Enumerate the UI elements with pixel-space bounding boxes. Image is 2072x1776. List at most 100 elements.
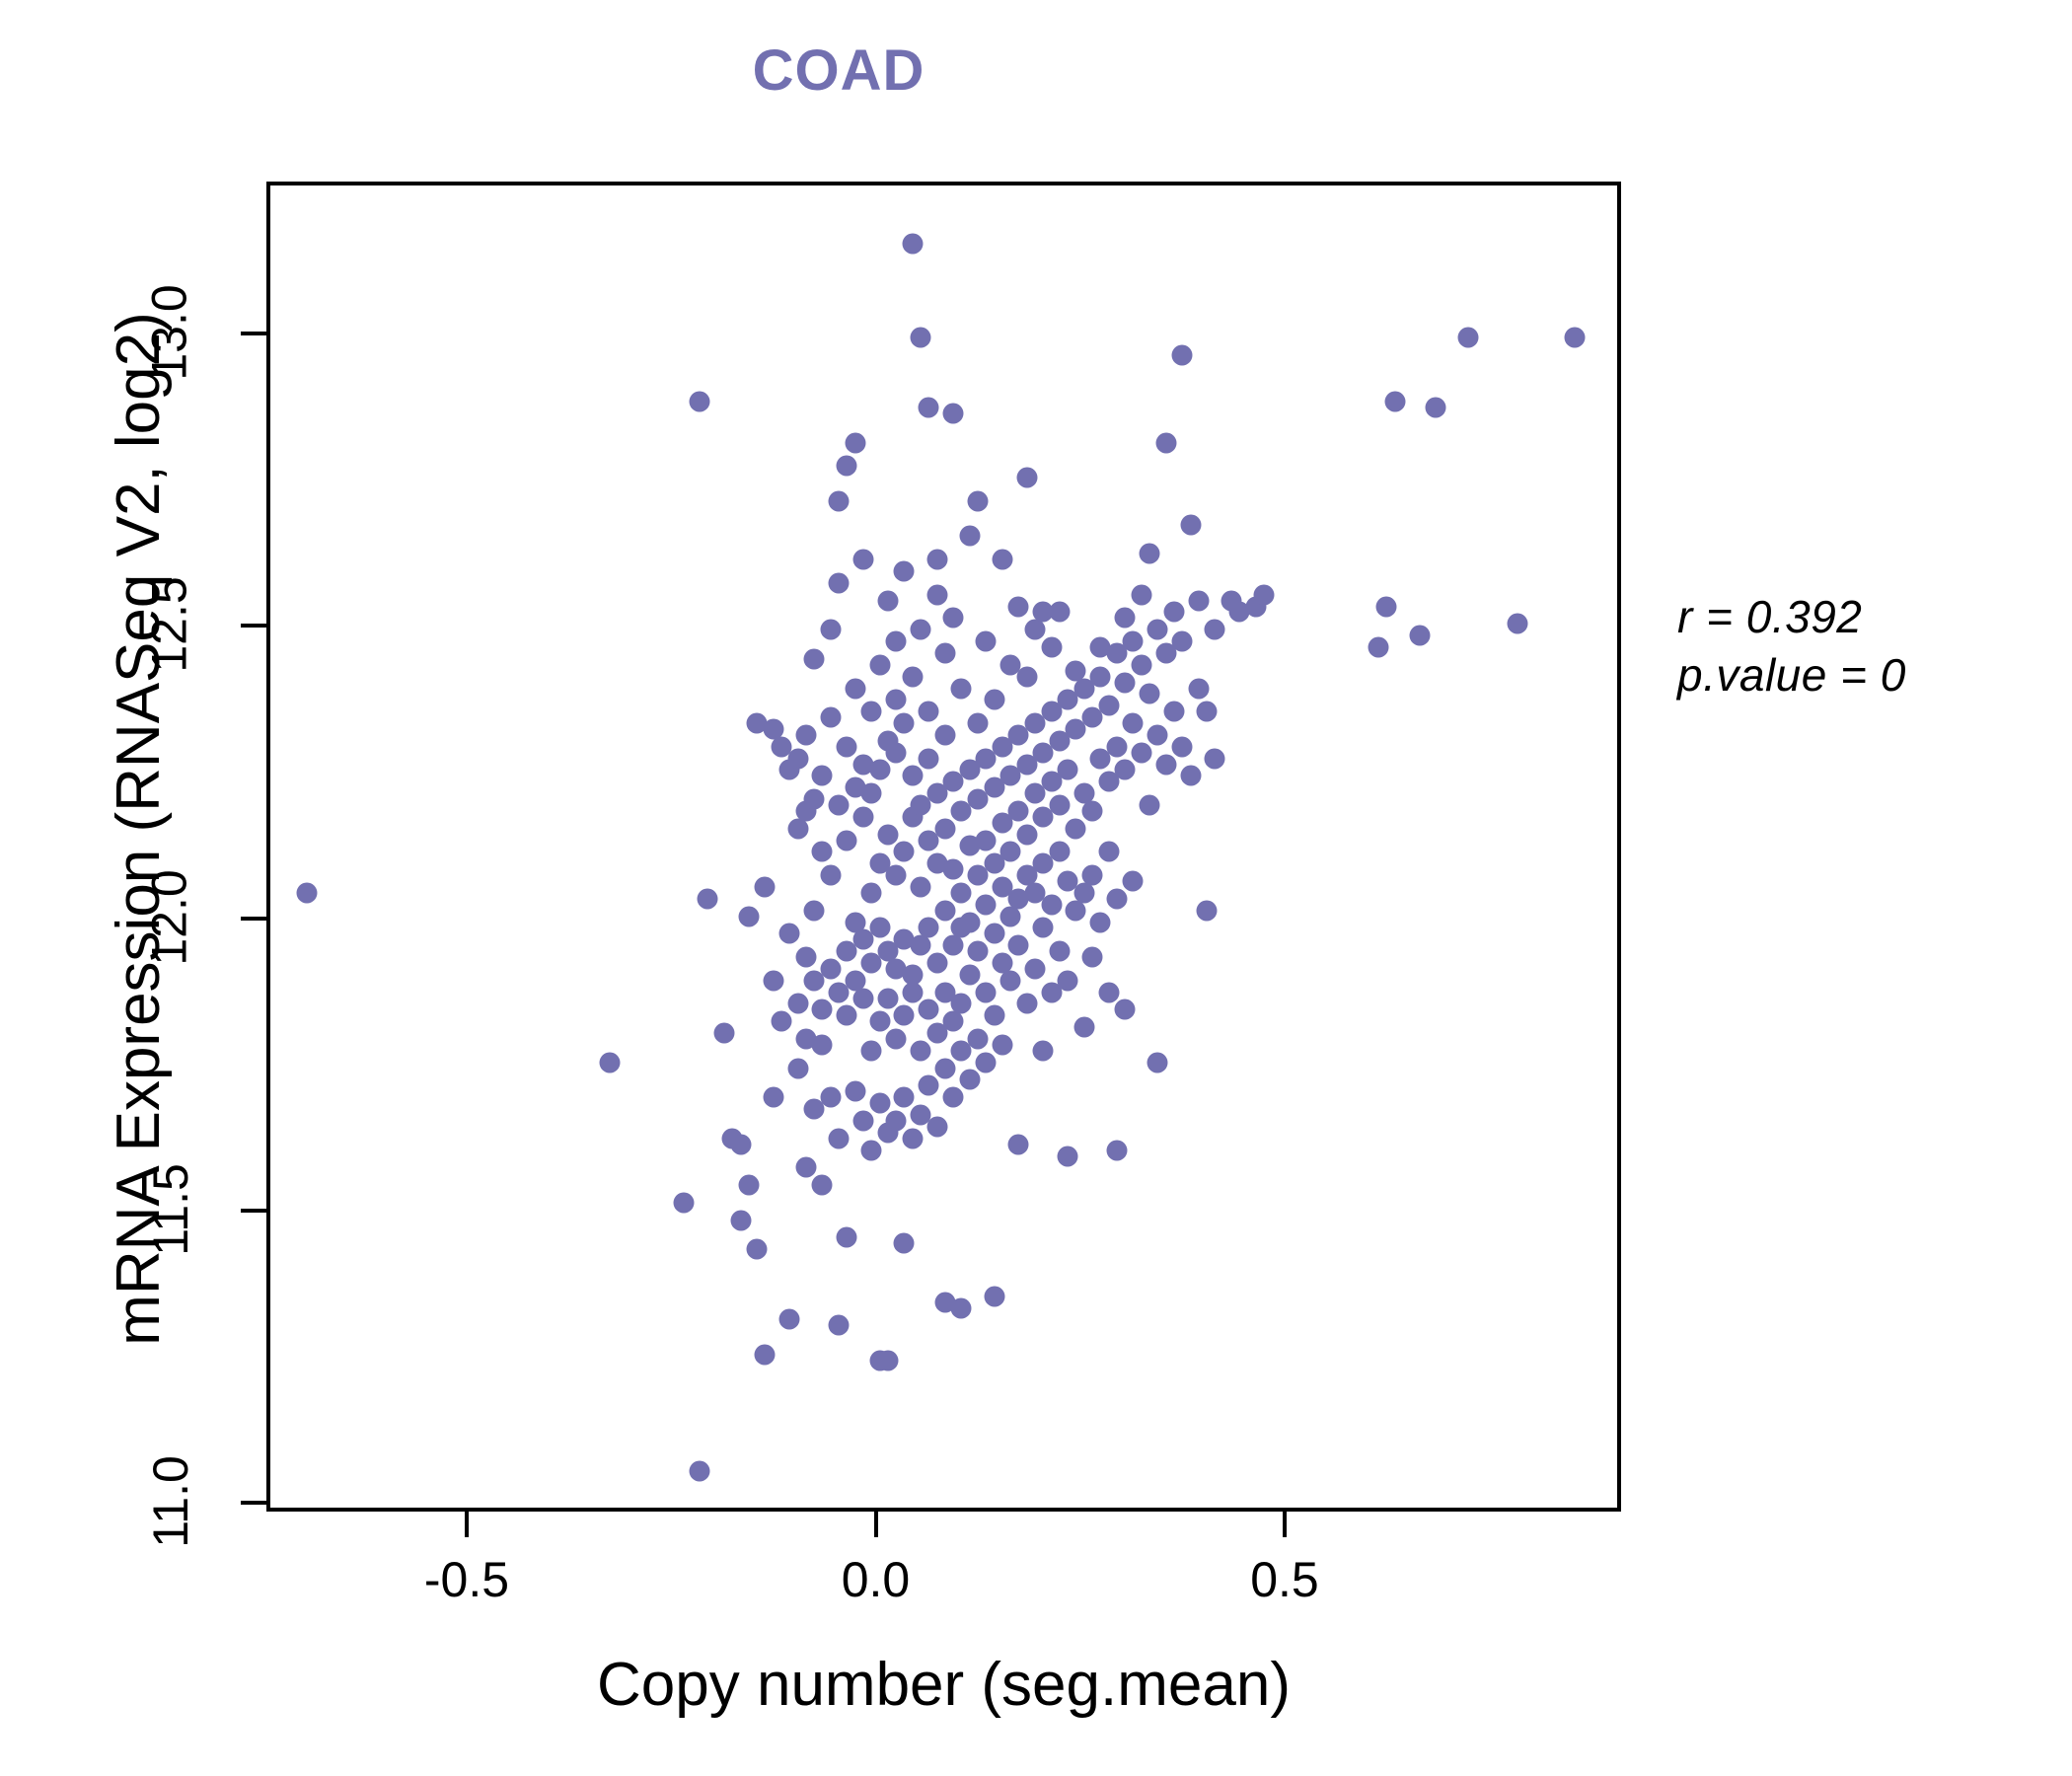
x-axis-tick-mark <box>465 1512 469 1537</box>
scatter-points-layer <box>270 185 1617 1508</box>
scatter-point <box>975 894 997 916</box>
scatter-point <box>1016 993 1038 1014</box>
scatter-point <box>1032 742 1054 764</box>
scatter-point <box>738 1174 760 1196</box>
scatter-point <box>1147 619 1168 640</box>
scatter-point <box>918 999 939 1020</box>
scatter-point <box>1163 601 1185 623</box>
scatter-point <box>746 1238 768 1260</box>
scatter-point <box>942 771 964 792</box>
scatter-point <box>1041 771 1063 792</box>
scatter-point <box>1081 706 1103 728</box>
scatter-point <box>820 958 842 980</box>
scatter-point <box>1024 712 1046 734</box>
scatter-point <box>1065 900 1086 922</box>
scatter-point <box>811 1034 833 1056</box>
scatter-point <box>778 923 800 944</box>
scatter-point <box>869 917 890 938</box>
scatter-point <box>918 917 939 938</box>
scatter-point <box>1007 800 1029 822</box>
x-axis-tick-label: 0.5 <box>1250 1552 1319 1607</box>
scatter-point <box>959 525 981 547</box>
scatter-point <box>1155 432 1177 454</box>
scatter-point <box>1007 596 1029 618</box>
scatter-point <box>975 1052 997 1073</box>
y-axis-tick-mark <box>241 332 266 335</box>
scatter-point <box>820 1086 842 1108</box>
scatter-point <box>959 759 981 780</box>
scatter-point <box>1409 625 1431 646</box>
scatter-point <box>1024 958 1046 980</box>
scatter-point <box>942 1086 964 1108</box>
scatter-point <box>820 864 842 886</box>
scatter-point <box>926 852 948 874</box>
x-axis-tick-label: -0.5 <box>423 1552 510 1607</box>
scatter-point <box>1139 683 1160 704</box>
scatter-point <box>902 666 924 688</box>
scatter-point <box>992 952 1013 974</box>
scatter-point <box>811 765 833 786</box>
scatter-point <box>1089 636 1111 658</box>
scatter-point <box>852 754 874 776</box>
scatter-point <box>1032 852 1054 874</box>
scatter-point <box>959 912 981 932</box>
scatter-point <box>984 852 1005 874</box>
scatter-point <box>803 788 825 810</box>
scatter-point <box>877 824 899 846</box>
scatter-point <box>1204 619 1225 640</box>
scatter-point <box>771 1010 792 1032</box>
scatter-point <box>1073 1016 1095 1038</box>
scatter-point <box>1384 391 1406 412</box>
scatter-point <box>296 882 318 904</box>
scatter-point <box>1041 636 1063 658</box>
scatter-point <box>926 1116 948 1138</box>
scatter-point <box>852 1110 874 1132</box>
scatter-point <box>934 818 956 840</box>
scatter-point <box>893 1004 915 1026</box>
scatter-point <box>1114 759 1136 780</box>
scatter-point <box>910 619 931 640</box>
scatter-point <box>893 1232 915 1254</box>
scatter-point <box>869 654 890 676</box>
x-axis-tick-label: 0.0 <box>841 1552 911 1607</box>
scatter-point <box>1032 806 1054 828</box>
scatter-point <box>1049 601 1071 623</box>
scatter-point <box>1098 982 1120 1003</box>
scatter-point <box>984 689 1005 710</box>
scatter-point <box>828 1314 850 1336</box>
scatter-point <box>852 549 874 570</box>
scatter-point <box>869 1092 890 1114</box>
scatter-point <box>984 777 1005 798</box>
scatter-point <box>803 648 825 670</box>
scatter-point <box>845 912 866 932</box>
scatter-point <box>893 841 915 862</box>
scatter-point <box>673 1192 695 1214</box>
scatter-point <box>910 1040 931 1062</box>
scatter-point <box>836 1226 857 1248</box>
scatter-point <box>787 1058 809 1079</box>
scatter-point <box>1131 742 1152 764</box>
scatter-point <box>910 1104 931 1126</box>
scatter-point <box>999 654 1021 676</box>
scatter-point <box>992 549 1013 570</box>
scatter-point <box>902 982 924 1003</box>
scatter-point <box>999 765 1021 786</box>
scatter-point <box>845 432 866 454</box>
scatter-point <box>803 1098 825 1120</box>
scatter-point <box>1163 701 1185 722</box>
scatter-point <box>902 233 924 255</box>
scatter-point <box>803 900 825 922</box>
scatter-point <box>885 689 907 710</box>
scatter-point <box>918 397 939 418</box>
scatter-point <box>778 1308 800 1330</box>
scatter-point <box>754 1344 776 1366</box>
scatter-point <box>1106 736 1128 758</box>
scatter-point <box>1007 934 1029 956</box>
scatter-point <box>795 1156 817 1178</box>
scatter-point <box>934 642 956 664</box>
y-axis-tick-mark <box>241 624 266 629</box>
scatter-point <box>771 736 792 758</box>
scatter-point <box>959 964 981 986</box>
scatter-point <box>1139 794 1160 816</box>
